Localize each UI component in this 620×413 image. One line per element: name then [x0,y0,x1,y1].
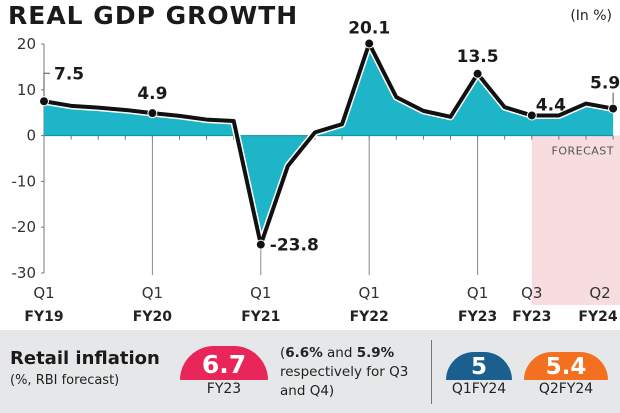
data-label: 13.5 [457,47,499,67]
label-leader [43,72,50,98]
chart-title: REAL GDP GROWTH [8,1,298,30]
inflation-note: (6.6% and 5.9% respectively for Q3 and Q… [280,344,430,401]
data-label: 4.4 [536,95,566,115]
data-point-marker [147,108,158,119]
x-tick-fy: FY22 [350,309,389,325]
x-tick-fy: FY23 [512,309,551,325]
x-tick-quarter: Q1 [250,284,271,302]
note-tail: respectively for Q3 and Q4) [280,364,409,399]
y-tick-label: -30 [12,264,37,282]
x-tick-quarter: Q3 [521,284,542,302]
y-tick-label: 10 [17,81,36,99]
note-q3-value: 6.6% [285,345,323,361]
data-point-marker [39,96,49,107]
fy23-label: FY23 [206,381,242,397]
x-tick-fy: FY23 [458,309,497,325]
data-label: 7.5 [54,64,84,84]
data-label: -23.8 [270,236,319,256]
y-tick-label: -20 [12,218,37,236]
fy23-inflation-badge: 6.7 [180,346,268,380]
data-point-marker [526,110,537,121]
data-label: 4.9 [137,84,167,104]
data-label: 5.9 [590,74,620,94]
x-tick-fy: FY24 [578,309,617,325]
x-tick-fy: FY20 [133,309,172,325]
forecast-region [531,135,620,305]
inflation-subtitle: (%, RBI forecast) [10,373,120,388]
data-point-marker [472,68,483,79]
growth-area [44,43,614,245]
x-tick-quarter: Q1 [33,284,54,302]
growth-line-halo [43,40,614,249]
data-point-marker [364,38,375,49]
gdp-chart: REAL GDP GROWTH (In %) FORECAST 20 10 0 -10… [8,1,620,325]
x-tick-quarter: Q1 [142,284,163,302]
x-tick-fy: FY19 [24,309,63,325]
x-tick-quarter: Q2 [589,284,610,302]
data-point-marker [255,239,266,250]
forecast-label: FORECAST [552,145,615,158]
q1fy24-inflation-badge: 5 [446,352,512,380]
y-tick-label: 20 [17,35,36,53]
note-q4-value: 5.9% [356,345,395,361]
y-tick-label: -10 [12,172,37,190]
note-and: and [322,345,357,361]
inflation-title: Retail inflation [10,348,160,369]
q2fy24-inflation-badge: 5.4 [524,352,608,380]
data-point-marker [608,103,619,114]
data-label: 20.1 [348,19,390,39]
growth-line [43,41,614,247]
unit-label: (In %) [570,8,612,24]
note-open: ( [280,345,286,361]
x-tick-quarter: Q1 [467,284,488,302]
inflation-panel: Retail inflation (%, RBI forecast) 6.7 F… [0,330,620,413]
q2fy24-label: Q2FY24 [538,381,594,397]
x-tick-quarter: Q1 [359,284,380,302]
q1fy24-label: Q1FY24 [451,381,507,397]
panel-divider [431,340,432,404]
y-tick-label: 0 [26,127,36,145]
x-tick-fy: FY21 [241,309,280,325]
